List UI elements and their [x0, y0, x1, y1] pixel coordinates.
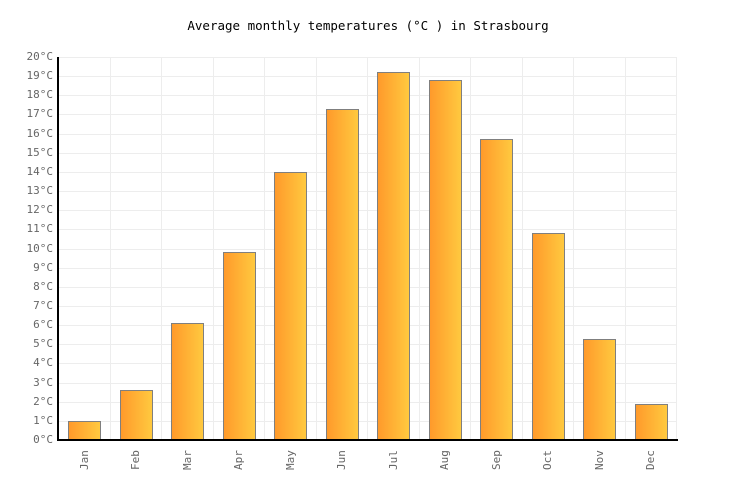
x-tick-sep: Sep	[489, 450, 503, 470]
plot-area	[59, 57, 677, 440]
y-tick-1: 1°C	[33, 413, 53, 427]
gridline-v-10	[573, 57, 574, 440]
bar-feb	[119, 390, 153, 440]
gridline-h-15	[59, 152, 677, 154]
y-tick-5: 5°C	[33, 337, 53, 351]
bar-jul	[377, 72, 411, 440]
gridline-v-1	[109, 57, 111, 440]
gridline-h-9	[59, 267, 677, 269]
x-tick-dec: Dec	[644, 450, 658, 470]
y-tick-15: 15°C	[26, 145, 54, 159]
gridline-v-12	[676, 57, 677, 440]
y-tick-20: 20°C	[26, 50, 54, 63]
y-tick-18: 18°C	[26, 88, 54, 102]
gridline-h-8	[59, 286, 677, 288]
y-tick-9: 9°C	[33, 260, 53, 274]
gridline-v-11	[624, 57, 626, 440]
chart-title: Average monthly temperatures (°C ) in St…	[187, 18, 549, 33]
y-tick-12: 12°C	[26, 203, 54, 217]
gridline-v-3	[212, 57, 214, 440]
gridline-h-1	[59, 420, 677, 422]
x-tick-oct: Oct	[541, 450, 555, 470]
gridline-h-20	[59, 57, 677, 58]
gridline-h-14	[59, 171, 677, 173]
y-tick-8: 8°C	[33, 279, 53, 293]
gridline-h-12	[59, 210, 677, 212]
gridline-v-4	[264, 57, 265, 440]
y-tick-4: 4°C	[33, 356, 53, 370]
bar-apr	[222, 252, 256, 440]
gridline-h-17	[59, 114, 677, 116]
y-tick-17: 17°C	[26, 107, 54, 121]
x-tick-feb: Feb	[129, 450, 143, 470]
gridline-v-5	[315, 57, 317, 440]
gridline-h-5	[59, 344, 677, 346]
bar-jan	[68, 421, 102, 440]
y-tick-7: 7°C	[33, 298, 53, 312]
gridline-v-7	[418, 57, 420, 440]
y-tick-19: 19°C	[26, 69, 54, 83]
x-tick-aug: Aug	[438, 450, 452, 470]
y-tick-3: 3°C	[33, 375, 53, 389]
bar-mar	[171, 323, 205, 440]
x-tick-apr: Apr	[232, 450, 246, 470]
bar-aug	[428, 80, 462, 440]
bar-oct	[531, 233, 565, 440]
gridline-v-2	[161, 57, 162, 440]
gridline-h-13	[59, 191, 677, 193]
y-tick-13: 13°C	[26, 184, 54, 198]
x-axis-line	[57, 439, 678, 441]
y-tick-6: 6°C	[33, 318, 53, 332]
gridline-v-6	[367, 57, 368, 440]
x-tick-jul: Jul	[386, 450, 400, 470]
gridline-v-9	[521, 57, 523, 440]
y-axis-line	[57, 57, 59, 441]
y-tick-0: 0°C	[33, 433, 53, 446]
gridline-v-8	[470, 57, 471, 440]
y-tick-14: 14°C	[26, 164, 54, 178]
bar-sep	[480, 139, 514, 440]
gridline-h-10	[59, 248, 677, 250]
gridline-h-2	[59, 401, 677, 403]
gridline-h-7	[59, 305, 677, 307]
gridline-h-6	[59, 325, 677, 327]
x-tick-jan: Jan	[77, 450, 91, 470]
x-tick-jun: Jun	[335, 450, 349, 470]
y-tick-2: 2°C	[33, 394, 53, 408]
bar-jun	[325, 109, 359, 440]
gridline-h-11	[59, 229, 677, 231]
x-tick-mar: Mar	[180, 450, 194, 470]
y-tick-16: 16°C	[26, 126, 54, 140]
gridline-h-3	[59, 382, 677, 384]
gridline-h-18	[59, 95, 677, 97]
bar-nov	[583, 339, 617, 440]
bar-may	[274, 172, 308, 440]
gridline-h-4	[59, 363, 677, 365]
gridline-h-19	[59, 76, 677, 78]
y-tick-10: 10°C	[26, 241, 54, 255]
x-tick-may: May	[283, 450, 297, 470]
bar-dec	[634, 404, 668, 440]
y-tick-11: 11°C	[26, 222, 54, 236]
gridline-h-16	[59, 133, 677, 135]
x-tick-nov: Nov	[592, 450, 606, 470]
